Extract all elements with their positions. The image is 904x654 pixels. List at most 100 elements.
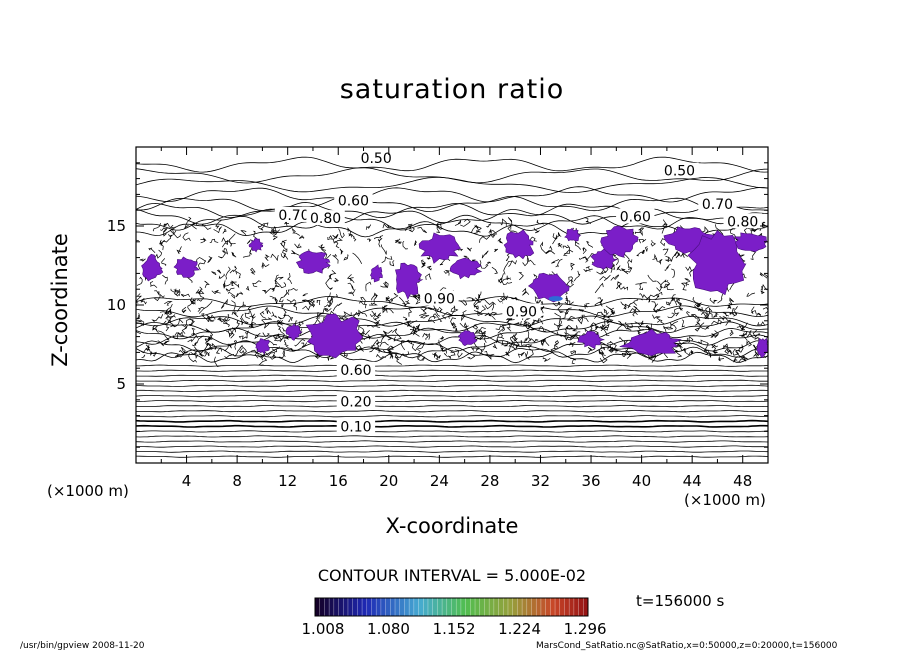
- contour-line: [148, 247, 156, 254]
- contour-label: 0.10: [340, 420, 371, 436]
- contour-line: [151, 314, 164, 323]
- contour-line: [450, 306, 459, 313]
- contour-line: [282, 239, 288, 252]
- contour-line: [385, 296, 394, 302]
- contour-line: [420, 307, 433, 312]
- contour-line: [225, 287, 235, 292]
- contour-line: [140, 298, 147, 305]
- contour-line: [596, 270, 607, 275]
- contour-line: [227, 331, 234, 338]
- contour-label: 0.80: [310, 211, 341, 227]
- contour-line: [154, 293, 165, 302]
- contour-line: [542, 357, 551, 362]
- contour-line: [230, 281, 237, 286]
- contour-line: [708, 352, 712, 358]
- contour-line: [327, 296, 333, 305]
- contour-line: [136, 186, 768, 203]
- contour-line: [455, 327, 458, 332]
- colorbar-segment: [550, 598, 556, 616]
- contour-line: [163, 222, 170, 227]
- contour-label: 0.60: [340, 363, 371, 379]
- contour-line: [408, 320, 418, 327]
- contour-line: [506, 343, 514, 355]
- contour-line: [376, 353, 386, 360]
- contour-line: [136, 379, 768, 382]
- contour-line: [222, 228, 227, 234]
- contour-line: [136, 167, 768, 184]
- contour-line: [231, 311, 239, 318]
- contour-line: [518, 272, 524, 281]
- contour-line: [331, 253, 339, 264]
- contour-line: [287, 317, 294, 322]
- contour-line: [235, 270, 241, 279]
- contour-line: [159, 239, 166, 245]
- contour-line: [136, 424, 768, 428]
- colorbar-segment: [333, 598, 339, 616]
- contour-line: [377, 346, 383, 353]
- contour-line: [551, 258, 560, 264]
- contour-line: [470, 346, 484, 352]
- contour-line: [505, 351, 510, 357]
- contour-line: [736, 356, 749, 363]
- contour-line: [564, 307, 572, 315]
- contour-line: [168, 315, 176, 323]
- contour-line: [327, 273, 333, 281]
- contour-line: [500, 218, 507, 226]
- contour-line: [525, 344, 533, 349]
- contour-line: [527, 322, 532, 330]
- contour-line: [573, 270, 581, 282]
- colorbar-segment: [536, 598, 542, 616]
- contour-line: [287, 273, 293, 285]
- colorbar-segment: [409, 598, 415, 616]
- contour-label-bg: [698, 195, 737, 211]
- colorbar-segment: [526, 598, 532, 616]
- contour-line: [647, 353, 657, 359]
- colorbar-segment: [413, 598, 419, 616]
- contour-line: [564, 297, 569, 306]
- contour-line: [574, 241, 581, 250]
- contour-line: [371, 339, 380, 349]
- contour-line: [664, 326, 674, 330]
- contour-line: [217, 316, 225, 321]
- contour-line: [274, 274, 279, 284]
- contour-line: [416, 348, 421, 358]
- contour-line: [417, 227, 427, 234]
- contour-line: [472, 323, 478, 330]
- contour-line: [199, 286, 205, 295]
- contour-line: [617, 281, 623, 287]
- contour-line: [481, 250, 489, 259]
- contour-line: [352, 311, 361, 321]
- contour-line: [514, 344, 521, 349]
- contour-line: [635, 282, 647, 285]
- contour-line: [278, 327, 285, 343]
- contour-line: [198, 352, 205, 357]
- contour-line: [497, 292, 505, 303]
- contour-line: [221, 237, 229, 245]
- contour-line: [252, 280, 262, 288]
- contour-line: [237, 301, 246, 312]
- contour-line: [688, 336, 694, 343]
- contour-line: [439, 335, 445, 340]
- contour-line: [339, 248, 344, 255]
- contour-line: [219, 317, 231, 323]
- colorbar-segment: [329, 598, 335, 616]
- contour-line: [218, 250, 226, 259]
- contour-line: [301, 342, 308, 348]
- contour-line: [693, 305, 703, 311]
- contour-line: [238, 335, 247, 340]
- contour-line: [366, 238, 372, 243]
- contour-line: [231, 300, 236, 314]
- contour-label-bg: [502, 303, 541, 319]
- contour-line: [704, 349, 710, 356]
- contour-line: [478, 326, 487, 335]
- saturation-patch: [395, 262, 424, 300]
- contour-line: [461, 310, 467, 322]
- contour-line: [666, 281, 674, 291]
- contour-line: [154, 249, 163, 259]
- contour-line: [194, 335, 204, 346]
- contour-line: [298, 235, 305, 239]
- colorbar-segment: [522, 598, 528, 616]
- contour-line: [599, 354, 608, 364]
- contour-line: [704, 312, 713, 319]
- contour-line: [152, 325, 159, 334]
